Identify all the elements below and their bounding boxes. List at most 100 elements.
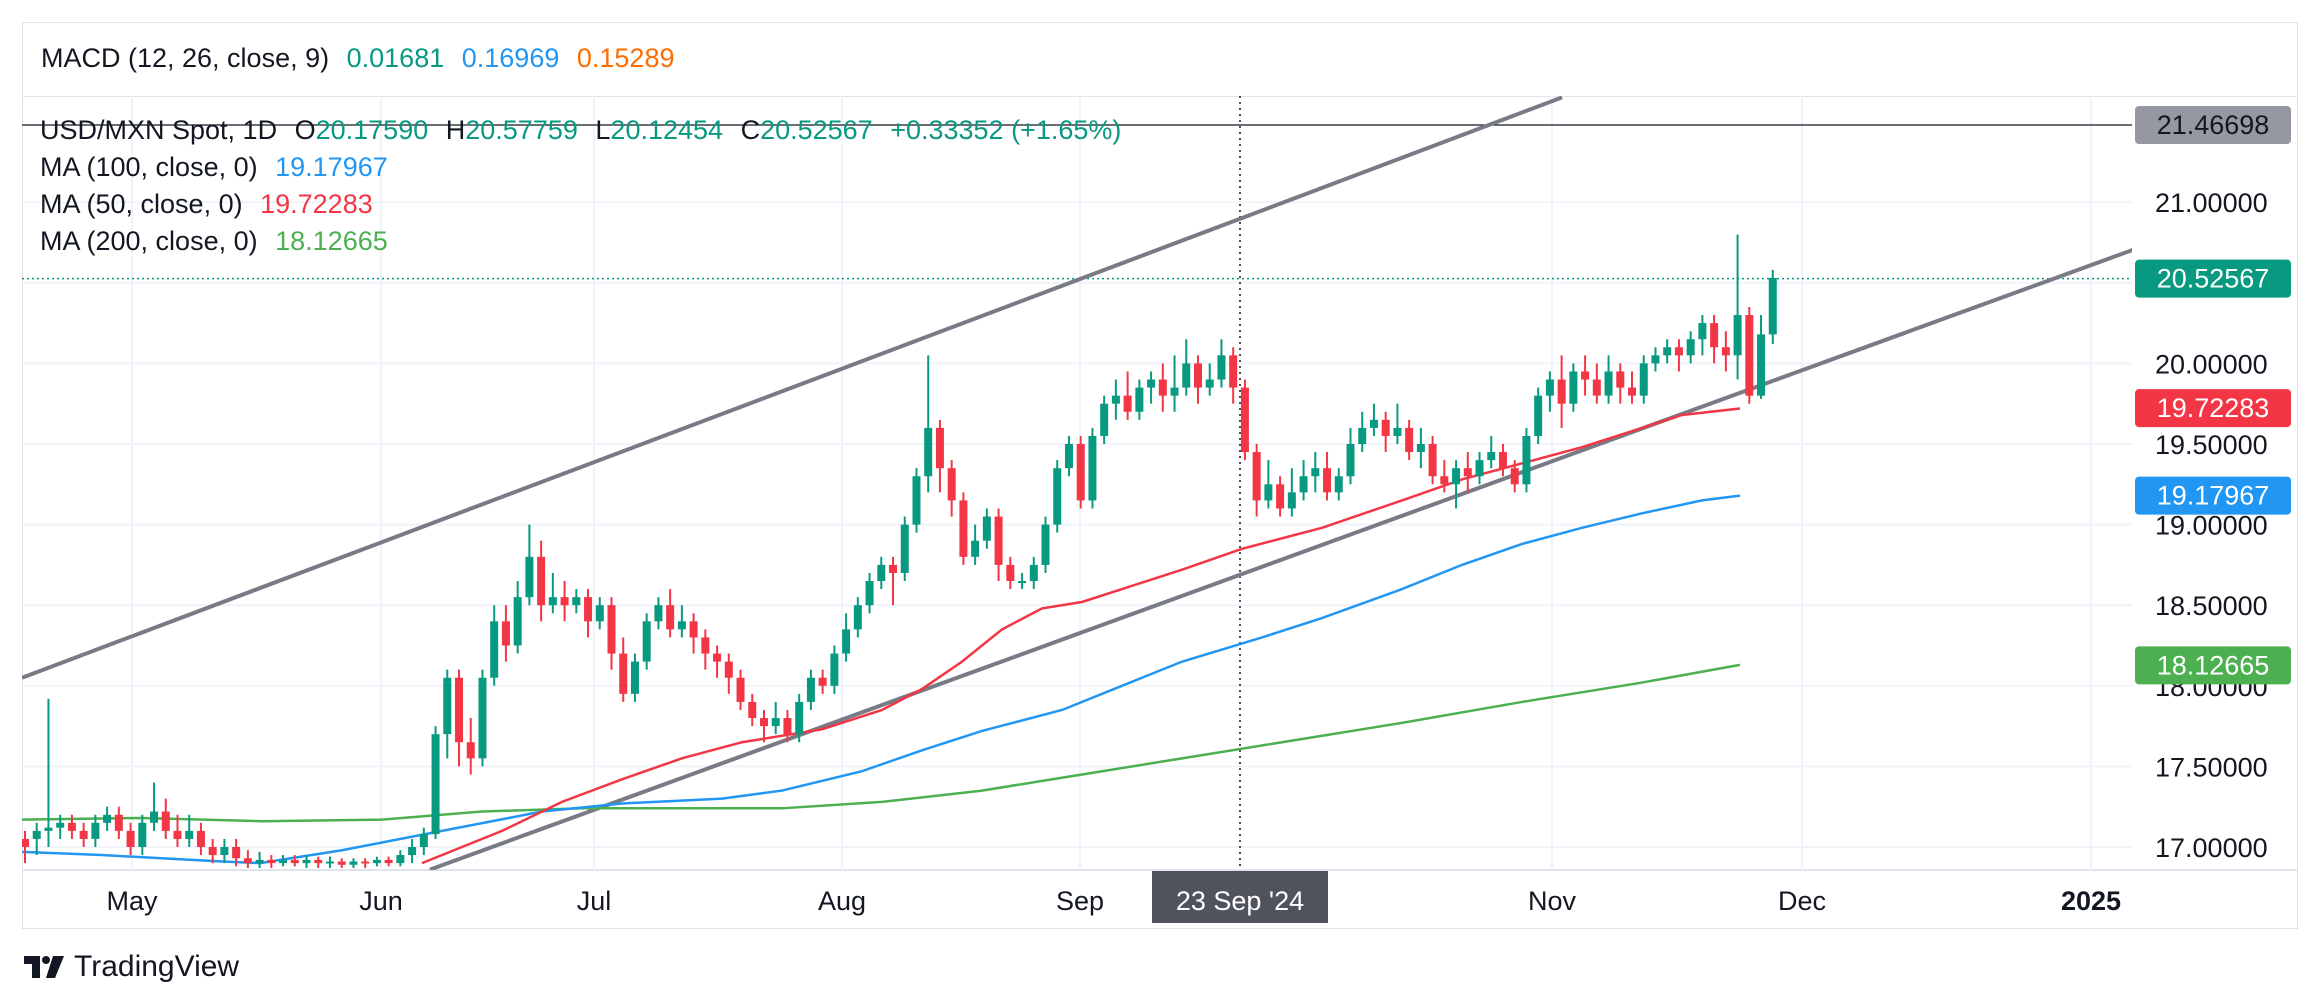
candle-body	[759, 718, 768, 727]
candle-body	[372, 859, 381, 864]
candle-body	[584, 597, 593, 622]
candle-body	[513, 597, 522, 646]
candle	[584, 589, 593, 638]
candle	[361, 858, 370, 868]
tradingview-brand[interactable]: TradingView	[24, 950, 239, 984]
candle	[232, 838, 241, 867]
x-tick-label: Nov	[1528, 886, 1577, 916]
candle-body	[537, 556, 546, 606]
candle-body	[1264, 484, 1273, 501]
candle	[419, 827, 428, 856]
price-label: 19.17967	[2135, 476, 2291, 515]
candle	[783, 709, 792, 743]
candle-body	[302, 859, 311, 864]
candle-body	[349, 861, 358, 865]
candle-body	[912, 476, 921, 525]
candle	[1721, 331, 1730, 372]
candle	[654, 597, 663, 630]
candle	[1240, 379, 1249, 461]
candle	[302, 855, 311, 868]
candle	[607, 597, 616, 670]
candle	[22, 830, 29, 864]
candle-body	[525, 556, 534, 598]
candle	[1064, 435, 1073, 477]
candle-body	[935, 427, 944, 469]
candle-body	[1323, 468, 1332, 493]
candle	[67, 814, 76, 839]
candle-body	[1123, 395, 1132, 412]
candle	[877, 556, 886, 590]
macd-value-2: 0.16969	[461, 43, 560, 73]
price-tag-text: 19.72283	[2157, 393, 2270, 423]
price-tag-bg	[2135, 259, 2291, 298]
ma-50-row: MA (50, close, 0) 19.72283	[40, 186, 1121, 223]
candle-body	[1452, 468, 1461, 485]
candle-body	[560, 597, 569, 606]
candle	[1041, 516, 1050, 573]
price-tag-bg	[2135, 476, 2291, 515]
plot-area	[22, 96, 2132, 870]
candle	[1674, 339, 1683, 372]
candle	[372, 856, 381, 867]
price-tag-bg	[2135, 389, 2291, 428]
candle	[1029, 556, 1038, 590]
candle	[290, 855, 299, 867]
candle	[501, 605, 510, 662]
candle-body	[1393, 427, 1402, 436]
candle-body	[384, 859, 393, 864]
candle	[1358, 411, 1367, 453]
candle	[1487, 435, 1496, 469]
candle	[1076, 435, 1085, 509]
candle	[1182, 339, 1191, 396]
candle	[103, 806, 112, 831]
candle-body	[795, 701, 804, 735]
candle	[161, 798, 170, 839]
price-legend: USD/MXN Spot, 1D O20.17590 H20.57759 L20…	[40, 112, 1121, 260]
candle	[771, 701, 780, 735]
candle	[1757, 315, 1766, 399]
candle	[1534, 387, 1543, 444]
candle-body	[806, 677, 815, 702]
candle-body	[1768, 277, 1777, 335]
candle	[431, 726, 440, 839]
candle	[1639, 355, 1648, 404]
candle	[1006, 556, 1015, 590]
candle-body	[900, 524, 909, 573]
x-tick-label: Dec	[1778, 886, 1826, 916]
candle-body	[32, 830, 41, 839]
candle	[1194, 355, 1202, 404]
candle-body	[1745, 315, 1754, 396]
candle-body	[783, 718, 792, 735]
candle-body	[1158, 379, 1167, 396]
date-tag-text: 23 Sep '24	[1176, 886, 1304, 916]
candle-body	[1053, 468, 1062, 525]
ma-200-row: MA (200, close, 0) 18.12665	[40, 223, 1121, 260]
candle-body	[431, 734, 440, 835]
channel-lower-line	[429, 248, 2132, 870]
candle-body	[1475, 460, 1484, 477]
candle-body	[1405, 427, 1414, 453]
candle	[1663, 339, 1672, 364]
candle-body	[1334, 476, 1343, 493]
candle	[1147, 371, 1156, 404]
candle-body	[572, 597, 581, 606]
candle-body	[1674, 347, 1683, 356]
candle	[349, 858, 358, 868]
candle	[1569, 363, 1578, 412]
candle	[1628, 371, 1637, 404]
candle-body	[748, 701, 757, 719]
macd-value-3: 0.15289	[576, 43, 675, 73]
candle	[255, 851, 264, 868]
change-value: +0.33352 (+1.65%)	[890, 115, 1122, 145]
candle-body	[279, 859, 288, 864]
y-tick-label: 19.00000	[2155, 511, 2268, 541]
candle-body	[1006, 564, 1015, 582]
candle	[630, 653, 639, 702]
candle-body	[67, 822, 76, 831]
candle-body	[701, 637, 710, 654]
candle-body	[185, 830, 194, 839]
candle-body	[654, 605, 663, 622]
crosshair-price-label: 21.46698	[2135, 106, 2291, 144]
candle	[818, 669, 827, 694]
